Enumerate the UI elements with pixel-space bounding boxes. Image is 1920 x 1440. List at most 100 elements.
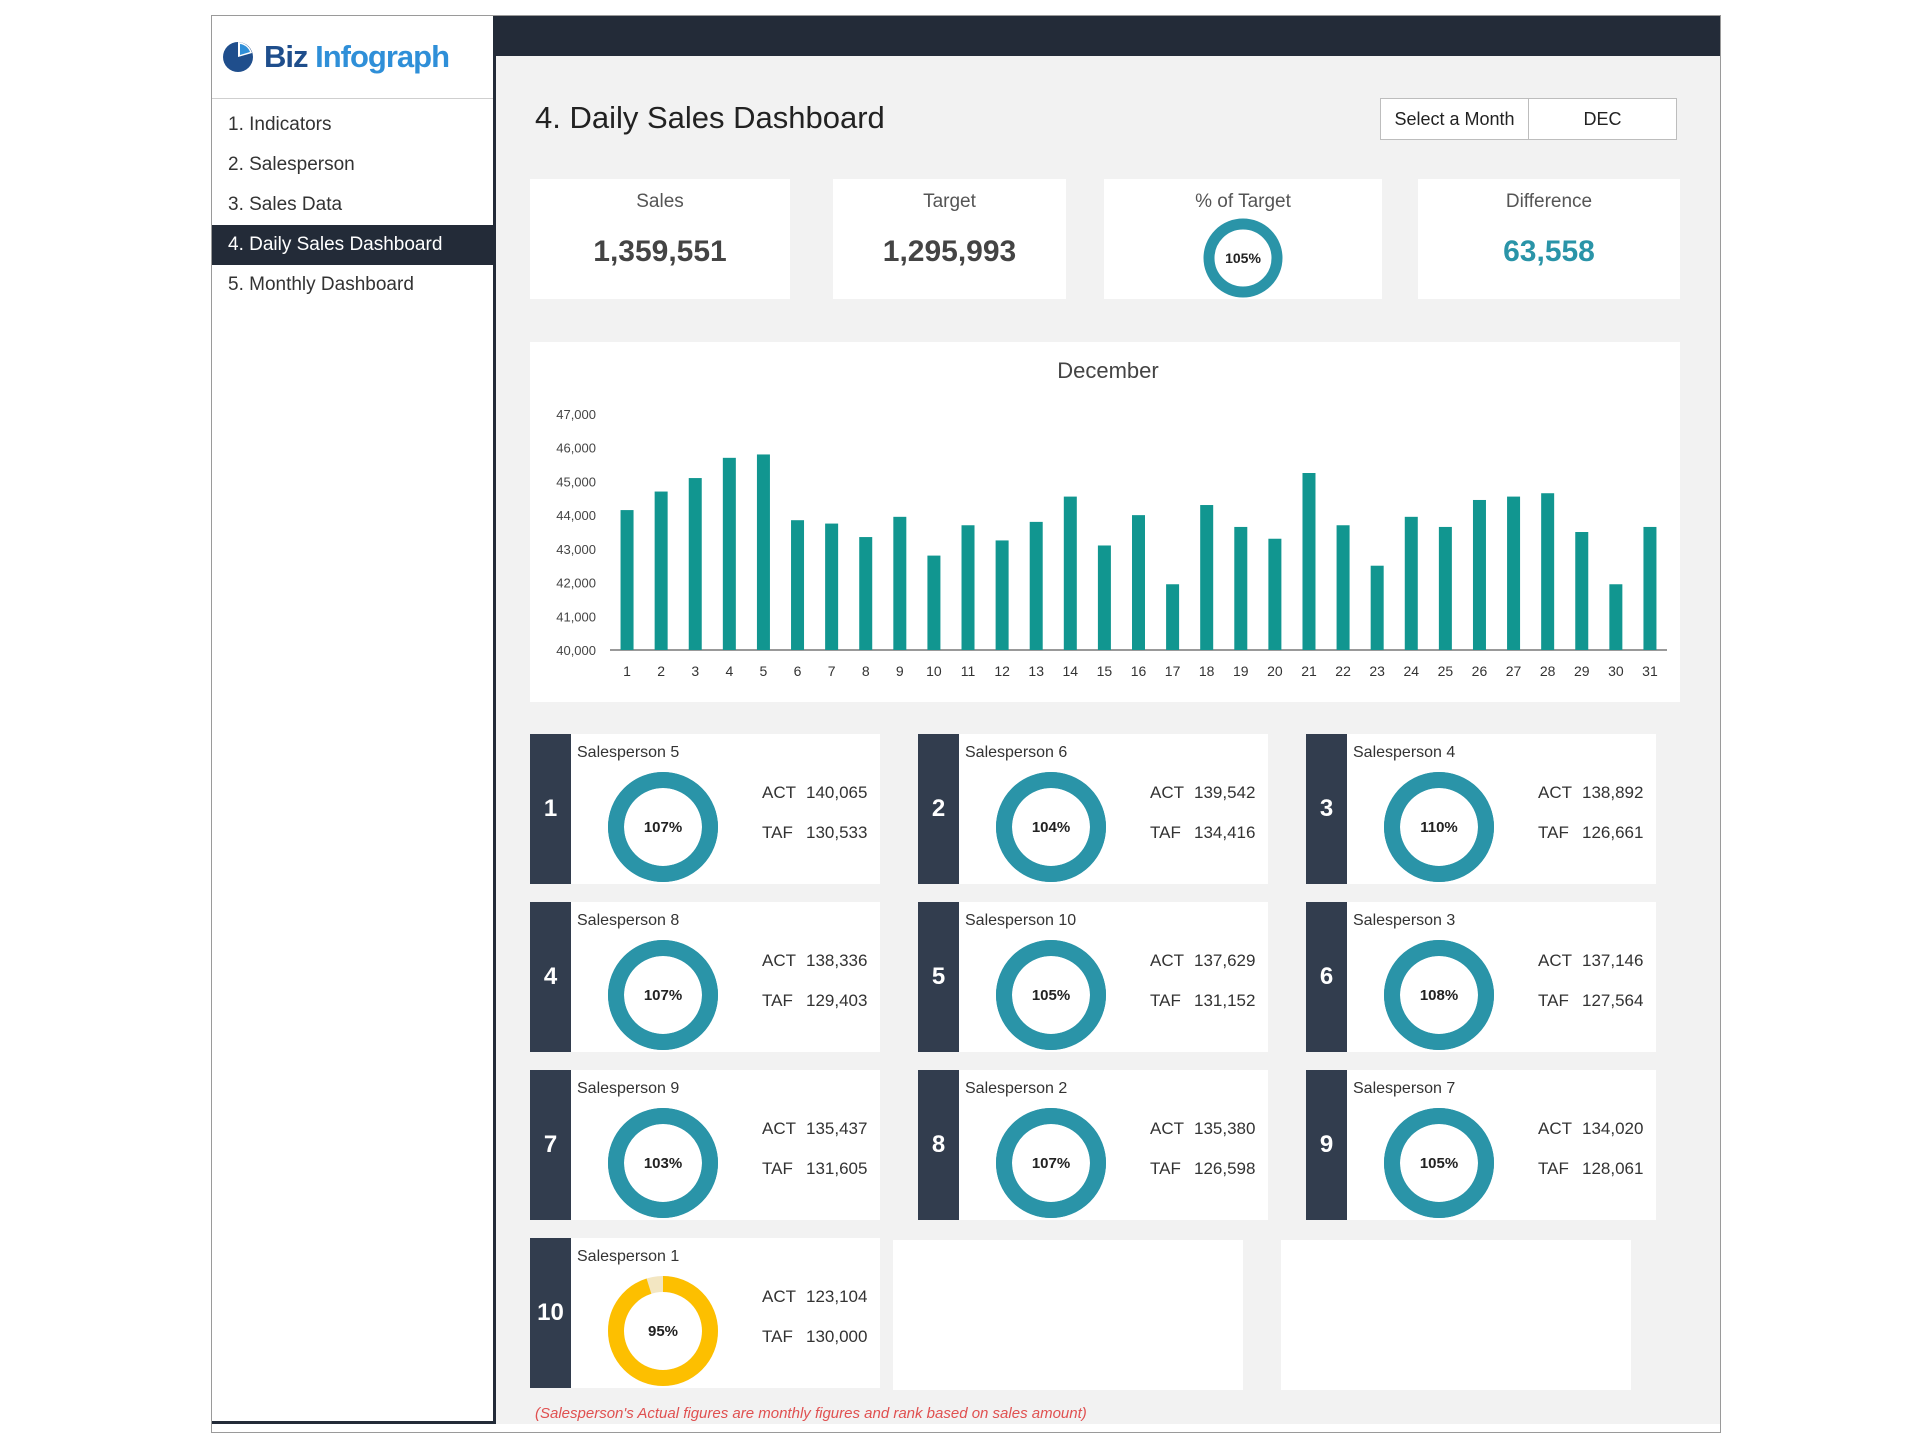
month-selector[interactable]: Select a Month DEC bbox=[1380, 98, 1677, 140]
taf-label: TAF bbox=[762, 1159, 793, 1178]
kpi-target-card: Target 1,295,993 bbox=[833, 179, 1066, 299]
empty-card bbox=[893, 1240, 1243, 1390]
x-tick-label: 27 bbox=[1506, 663, 1522, 679]
sidebar-item-salesperson[interactable]: 2. Salesperson bbox=[228, 154, 355, 175]
taf-label: TAF bbox=[1538, 991, 1569, 1010]
salesperson-donut: 95% bbox=[608, 1276, 718, 1386]
sidebar-item-sales-data[interactable]: 3. Sales Data bbox=[228, 194, 343, 215]
x-tick-label: 20 bbox=[1267, 663, 1283, 679]
act-label: ACT bbox=[762, 1287, 796, 1306]
sidebar-item-daily-sales-dashboard[interactable]: 4. Daily Sales Dashboard bbox=[212, 225, 493, 265]
act-label: ACT bbox=[1150, 1119, 1184, 1138]
taf-row: TAF 130,000 bbox=[762, 1327, 867, 1347]
bar-day-24 bbox=[1404, 516, 1418, 650]
taf-value: 134,416 bbox=[1194, 823, 1256, 842]
bar-day-8 bbox=[859, 537, 873, 650]
salesperson-donut: 105% bbox=[996, 940, 1106, 1050]
x-tick-label: 31 bbox=[1642, 663, 1658, 679]
chart-title: December bbox=[1057, 358, 1158, 383]
rank-badge: 2 bbox=[918, 734, 959, 884]
empty-card bbox=[1281, 1240, 1631, 1390]
salesperson-name: Salesperson 5 bbox=[577, 744, 680, 761]
donut-pct: 108% bbox=[1420, 987, 1458, 1004]
bar-day-13 bbox=[1029, 521, 1043, 650]
act-row: ACT 123,104 bbox=[762, 1287, 867, 1307]
salesperson-card: 2 Salesperson 6 104% ACT 139,542 TAF 134,416 bbox=[918, 734, 1268, 884]
salesperson-donut: 107% bbox=[608, 772, 718, 882]
top-bar bbox=[496, 16, 1720, 56]
rank-badge: 1 bbox=[530, 734, 571, 884]
donut-arc bbox=[996, 1108, 1106, 1218]
kpi-difference-value: 63,558 bbox=[1503, 235, 1595, 268]
rank-badge: 6 bbox=[1306, 902, 1347, 1052]
kpi-sales-label: Sales bbox=[636, 191, 684, 212]
bar-day-26 bbox=[1472, 499, 1486, 650]
salesperson-name: Salesperson 1 bbox=[577, 1248, 680, 1265]
salesperson-name: Salesperson 6 bbox=[965, 744, 1068, 761]
act-row: ACT 140,065 bbox=[762, 783, 867, 803]
donut-arc bbox=[608, 1108, 718, 1218]
taf-label: TAF bbox=[762, 1327, 793, 1346]
bar-day-30 bbox=[1609, 584, 1623, 650]
bar-day-28 bbox=[1541, 493, 1555, 650]
x-tick-label: 14 bbox=[1063, 663, 1079, 679]
taf-value: 130,533 bbox=[806, 823, 868, 842]
donut-pct: 107% bbox=[1032, 1155, 1070, 1172]
donut-arc bbox=[996, 772, 1106, 882]
act-value: 134,020 bbox=[1582, 1119, 1644, 1138]
salesperson-card: 1 Salesperson 5 107% ACT 140,065 TAF 130,533 bbox=[530, 734, 880, 884]
kpi-difference-label: Difference bbox=[1505, 191, 1593, 212]
month-dropdown[interactable]: DEC bbox=[1583, 109, 1622, 129]
bar-day-16 bbox=[1132, 515, 1145, 650]
salesperson-donut: 107% bbox=[608, 940, 718, 1050]
bar-day-2 bbox=[654, 491, 668, 650]
salesperson-name: Salesperson 10 bbox=[965, 912, 1077, 929]
kpi-pct-target-card: % of Target 105% bbox=[1104, 179, 1382, 299]
x-tick-label: 19 bbox=[1233, 663, 1249, 679]
sidebar: Biz Infograph 1. Indicators 2. Salespers… bbox=[212, 16, 496, 1424]
act-row: ACT 134,020 bbox=[1538, 1119, 1643, 1139]
salesperson-name: Salesperson 7 bbox=[1353, 1080, 1456, 1097]
salesperson-donut: 110% bbox=[1384, 772, 1494, 882]
act-value: 137,146 bbox=[1582, 951, 1644, 970]
bar-day-17 bbox=[1166, 584, 1180, 650]
rank-badge: 5 bbox=[918, 902, 959, 1052]
taf-value: 131,152 bbox=[1194, 991, 1256, 1010]
donut-pct: 103% bbox=[644, 1155, 682, 1172]
act-value: 138,892 bbox=[1582, 783, 1644, 802]
y-tick-label: 46,000 bbox=[556, 441, 596, 456]
sidebar-item-indicators[interactable]: 1. Indicators bbox=[228, 114, 332, 135]
sidebar-item-monthly-dashboard[interactable]: 5. Monthly Dashboard bbox=[228, 274, 414, 295]
taf-value: 131,605 bbox=[806, 1159, 868, 1178]
taf-row: TAF 128,061 bbox=[1538, 1159, 1643, 1179]
logo-brand: Biz bbox=[264, 39, 308, 74]
y-tick-label: 41,000 bbox=[556, 609, 596, 624]
x-tick-label: 12 bbox=[994, 663, 1010, 679]
kpi-target-label: Target bbox=[923, 191, 976, 212]
bar-day-5 bbox=[756, 454, 770, 650]
x-tick-label: 13 bbox=[1028, 663, 1044, 679]
act-row: ACT 138,892 bbox=[1538, 783, 1643, 803]
x-tick-label: 6 bbox=[794, 663, 802, 679]
bar-day-1 bbox=[620, 510, 634, 650]
kpi-sales-value: 1,359,551 bbox=[593, 235, 727, 268]
salesperson-donut: 108% bbox=[1384, 940, 1494, 1050]
kpi-pct-target-donut: 105% bbox=[1203, 218, 1283, 298]
taf-row: TAF 130,533 bbox=[762, 823, 867, 843]
x-tick-label: 16 bbox=[1131, 663, 1147, 679]
taf-label: TAF bbox=[762, 823, 793, 842]
donut-pct: 105% bbox=[1420, 1155, 1458, 1172]
salesperson-card: 7 Salesperson 9 103% ACT 135,437 TAF 131,605 bbox=[530, 1070, 880, 1220]
app-window: Biz Infograph 1. Indicators 2. Salespers… bbox=[211, 15, 1721, 1433]
taf-value: 127,564 bbox=[1582, 991, 1644, 1010]
salesperson-card: 3 Salesperson 4 110% ACT 138,892 TAF 126,661 bbox=[1306, 734, 1656, 884]
salesperson-donut: 107% bbox=[996, 1108, 1106, 1218]
x-tick-label: 4 bbox=[725, 663, 733, 679]
sidebar-nav: 1. Indicators 2. Salesperson 3. Sales Da… bbox=[212, 99, 493, 305]
chart-canvas: December 40,00041,00042,00043,00044,0004… bbox=[556, 358, 1667, 679]
x-tick-label: 24 bbox=[1403, 663, 1419, 679]
bar-day-10 bbox=[927, 555, 941, 650]
salesperson-name: Salesperson 9 bbox=[577, 1080, 680, 1097]
taf-label: TAF bbox=[762, 991, 793, 1010]
donut-arc bbox=[608, 940, 718, 1050]
